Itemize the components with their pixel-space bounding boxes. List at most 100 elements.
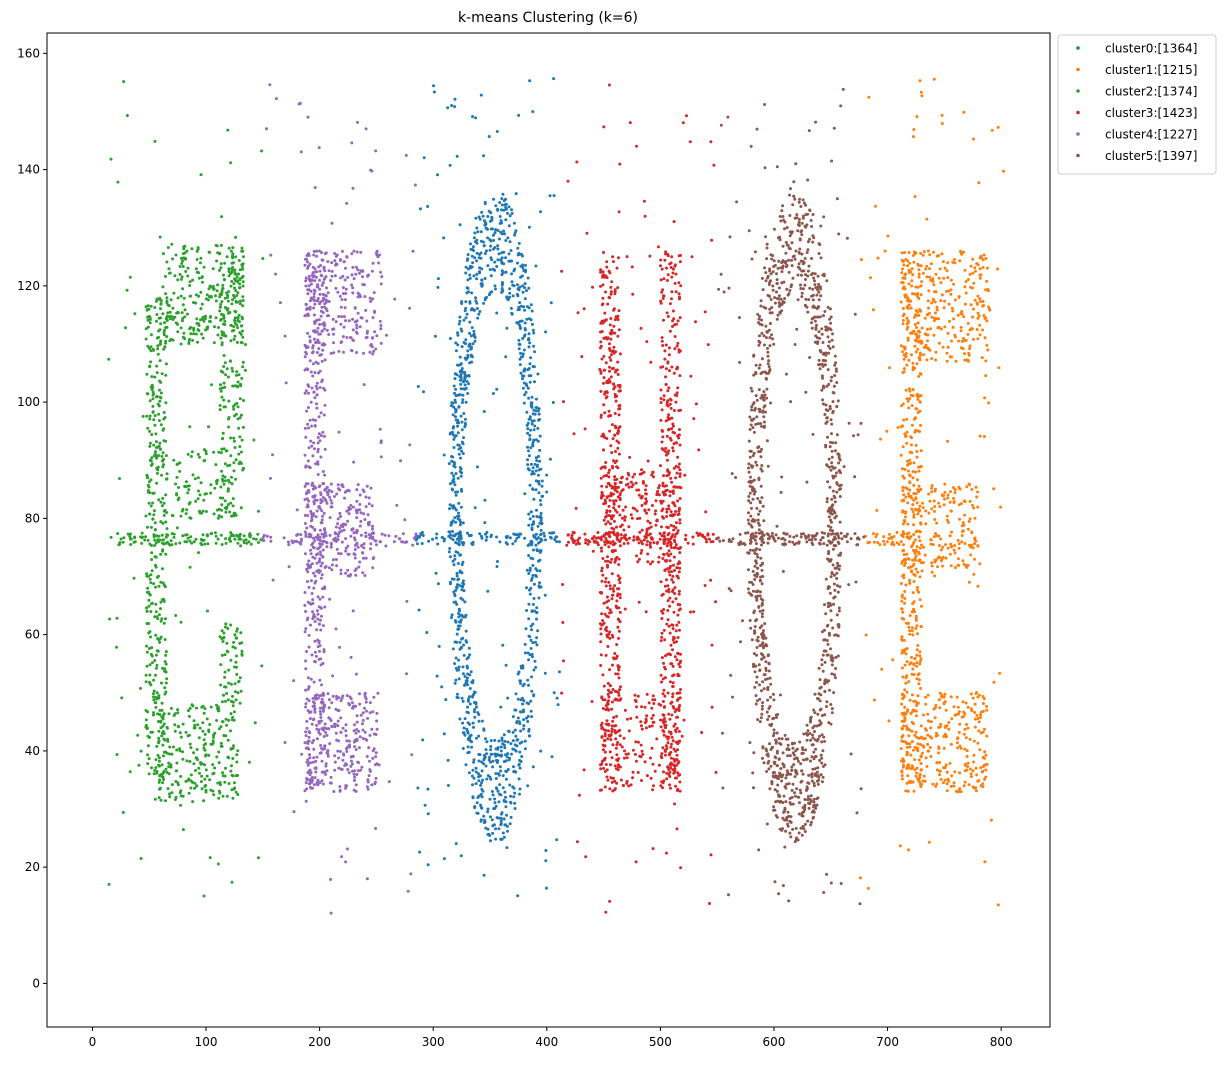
data-point bbox=[614, 450, 617, 453]
data-point bbox=[506, 829, 510, 833]
data-point bbox=[971, 257, 975, 261]
data-point bbox=[517, 720, 521, 724]
data-point bbox=[509, 306, 513, 310]
data-point bbox=[467, 771, 471, 775]
data-point bbox=[900, 759, 903, 763]
data-point bbox=[922, 745, 926, 749]
data-point bbox=[669, 523, 673, 527]
data-point bbox=[203, 317, 207, 321]
data-point bbox=[922, 774, 926, 778]
data-point bbox=[198, 261, 202, 265]
data-point bbox=[971, 271, 975, 275]
data-point bbox=[455, 632, 459, 636]
data-point bbox=[508, 756, 512, 760]
data-point bbox=[957, 339, 961, 343]
data-point bbox=[163, 738, 167, 742]
data-point bbox=[231, 746, 235, 750]
data-point bbox=[458, 355, 462, 359]
data-point bbox=[503, 739, 507, 743]
data-point bbox=[612, 502, 616, 506]
data-point bbox=[905, 660, 909, 664]
data-point bbox=[182, 245, 186, 249]
data-point bbox=[204, 452, 208, 456]
data-point bbox=[902, 724, 905, 728]
data-point bbox=[133, 535, 137, 539]
data-point bbox=[952, 781, 956, 785]
points-layer bbox=[107, 77, 1005, 915]
data-point bbox=[509, 249, 513, 252]
data-point bbox=[905, 459, 909, 463]
data-point bbox=[677, 709, 681, 712]
data-point bbox=[970, 488, 974, 491]
data-point bbox=[974, 539, 978, 543]
data-point bbox=[453, 554, 457, 558]
data-point bbox=[673, 347, 677, 351]
data-point bbox=[988, 308, 992, 312]
data-point bbox=[622, 528, 626, 532]
data-point bbox=[876, 256, 880, 260]
data-point bbox=[610, 423, 614, 427]
data-point bbox=[224, 699, 227, 703]
data-point bbox=[426, 787, 430, 791]
data-point bbox=[599, 321, 603, 325]
data-point bbox=[527, 286, 531, 290]
data-point bbox=[236, 749, 240, 753]
data-point bbox=[674, 510, 678, 513]
data-point bbox=[156, 344, 160, 348]
data-point bbox=[917, 530, 921, 533]
data-point bbox=[529, 586, 533, 590]
data-point bbox=[914, 614, 918, 618]
data-point bbox=[159, 773, 163, 777]
data-point bbox=[197, 276, 201, 280]
data-point bbox=[159, 600, 163, 604]
data-point bbox=[453, 105, 457, 109]
data-point bbox=[467, 695, 471, 699]
data-point bbox=[941, 545, 945, 549]
data-point bbox=[523, 492, 527, 496]
data-point bbox=[146, 325, 150, 329]
data-point bbox=[120, 696, 124, 700]
data-point bbox=[233, 318, 237, 322]
data-point bbox=[238, 701, 242, 705]
data-point bbox=[534, 397, 538, 401]
data-point bbox=[236, 541, 240, 545]
data-point bbox=[480, 760, 484, 764]
data-point bbox=[678, 603, 682, 607]
data-point bbox=[147, 501, 151, 505]
data-point bbox=[983, 396, 987, 400]
data-point bbox=[506, 740, 510, 744]
data-point bbox=[960, 309, 964, 313]
data-point bbox=[666, 741, 670, 745]
data-point bbox=[958, 259, 962, 263]
data-point bbox=[943, 490, 947, 494]
data-point bbox=[464, 306, 468, 310]
data-point bbox=[249, 534, 252, 537]
data-point bbox=[205, 717, 209, 721]
data-point bbox=[668, 631, 672, 635]
data-point bbox=[219, 741, 223, 745]
data-point bbox=[501, 271, 505, 275]
data-point bbox=[169, 539, 173, 543]
data-point bbox=[436, 277, 440, 281]
data-point bbox=[480, 719, 484, 723]
data-point bbox=[616, 360, 620, 364]
data-point bbox=[220, 333, 224, 337]
data-point bbox=[919, 657, 923, 661]
data-point bbox=[159, 500, 163, 504]
data-point bbox=[222, 631, 226, 635]
data-point bbox=[603, 732, 607, 736]
data-point bbox=[671, 664, 675, 668]
data-point bbox=[926, 742, 930, 746]
data-point bbox=[162, 509, 166, 513]
data-point bbox=[665, 515, 669, 518]
data-point bbox=[456, 424, 460, 428]
data-point bbox=[472, 776, 476, 780]
data-point bbox=[144, 673, 148, 677]
data-point bbox=[500, 256, 504, 260]
data-point bbox=[904, 789, 908, 793]
data-point bbox=[169, 706, 173, 710]
data-point bbox=[952, 548, 956, 552]
data-point bbox=[933, 574, 937, 578]
data-point bbox=[145, 644, 148, 648]
data-point bbox=[533, 462, 537, 466]
